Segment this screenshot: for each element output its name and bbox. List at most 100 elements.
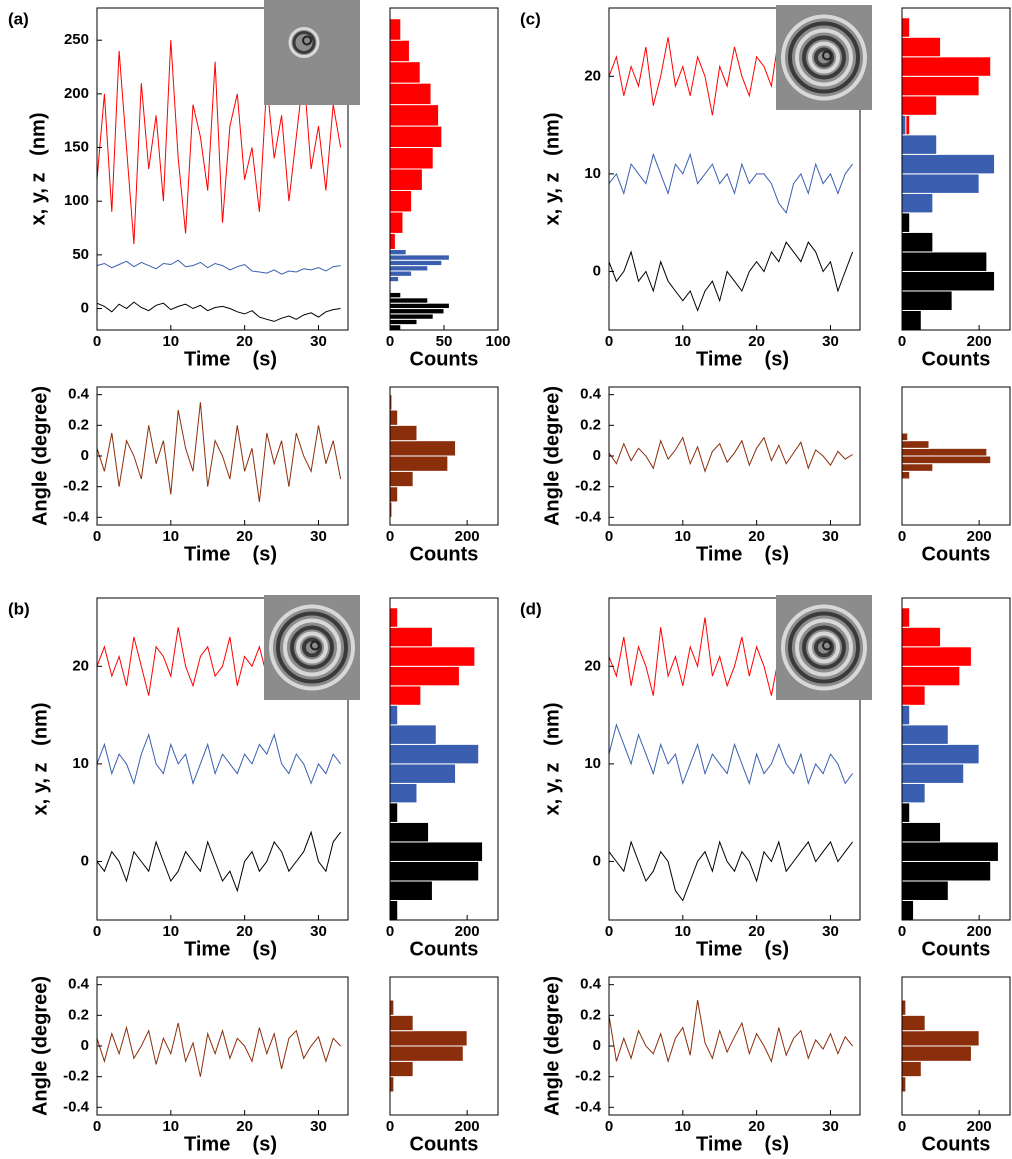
x-axis-label: Counts — [410, 938, 479, 960]
axes-frame — [389, 386, 499, 526]
x-tick-label: 0 — [898, 333, 906, 350]
histogram-bar — [389, 1014, 414, 1032]
x-axis-label: Time (s) — [696, 348, 789, 370]
histogram-bar — [389, 782, 418, 804]
y-tick-label: -0.2 — [63, 478, 89, 495]
histogram-bar — [901, 36, 942, 58]
histogram-bar — [389, 270, 413, 277]
histogram-bar — [389, 254, 450, 261]
histogram-bar — [389, 18, 402, 41]
x-tick-label: 10 — [674, 923, 691, 940]
histogram-bar — [389, 318, 418, 326]
histogram-bar — [901, 440, 930, 449]
panel-label: (d) — [520, 599, 542, 618]
panel-label: (c) — [520, 9, 541, 28]
y-tick-label: 0 — [81, 300, 89, 317]
x-tick-label: 10 — [674, 1118, 691, 1135]
histogram-bar — [389, 147, 434, 170]
histogram-bar — [389, 763, 457, 784]
trace-line — [608, 840, 853, 902]
histogram-bar — [389, 297, 429, 304]
y-tick-label: 0 — [81, 852, 89, 869]
x-tick-label: 0 — [93, 923, 101, 940]
histogram-bar — [901, 95, 938, 116]
x-axis-label: Time (s) — [696, 1133, 789, 1155]
histogram-bar — [389, 409, 399, 426]
trace-line — [96, 301, 341, 322]
y-tick-label: 0 — [81, 1037, 89, 1054]
histogram-bar — [389, 1045, 464, 1062]
x-tick-label: 200 — [455, 923, 480, 940]
y-tick-label: -0.4 — [63, 1098, 90, 1115]
inset-core — [822, 640, 832, 651]
y-tick-label: -0.4 — [575, 1098, 602, 1115]
trace-line — [96, 732, 341, 786]
histogram-bar — [901, 153, 996, 175]
axes-frame — [389, 597, 499, 921]
x-tick-label: 10 — [162, 333, 179, 350]
x-tick-label: 30 — [310, 1118, 327, 1135]
x-tick-label: 200 — [455, 1118, 480, 1135]
y-tick-label: 0.2 — [68, 1006, 89, 1023]
trace-line — [608, 241, 854, 312]
x-tick-label: 20 — [748, 923, 765, 940]
histogram-bar — [389, 424, 418, 442]
trace-line — [96, 402, 342, 503]
histogram-bar — [901, 56, 992, 77]
histogram-bar — [389, 685, 422, 706]
x-axis-label: Time (s) — [184, 348, 277, 370]
histogram-bar — [389, 189, 413, 213]
inset-ring — [808, 631, 840, 664]
axes-frame — [608, 597, 861, 921]
histogram-bar — [389, 724, 437, 745]
y-tick-label: 0.2 — [580, 416, 601, 433]
x-axis-label: Counts — [922, 348, 991, 370]
histogram-bar — [901, 607, 911, 628]
x-tick-label: 0 — [898, 1118, 906, 1135]
axes-frame — [608, 7, 861, 331]
histogram-bar — [389, 1030, 468, 1047]
histogram-bar — [901, 860, 992, 882]
axes-frame — [901, 976, 1011, 1116]
inset-core — [310, 640, 320, 651]
y-tick-label: 0.4 — [68, 976, 90, 993]
histogram-bar — [389, 880, 433, 901]
histogram-bar — [901, 1014, 926, 1032]
x-tick-label: 10 — [674, 333, 691, 350]
x-tick-label: 200 — [967, 528, 992, 545]
inset-ring — [781, 604, 867, 691]
y-axis-label: x, y, z (nm) — [541, 703, 563, 816]
trace-line — [608, 723, 853, 786]
axes-frame — [96, 7, 349, 331]
histogram-bar — [901, 782, 926, 804]
x-tick-label: 20 — [236, 1118, 253, 1135]
histogram-bar — [901, 173, 980, 194]
histogram-bar — [901, 665, 961, 687]
inset-image — [776, 595, 872, 700]
y-tick-label: 0 — [593, 852, 601, 869]
x-tick-label: 30 — [822, 333, 839, 350]
x-axis-label: Counts — [922, 543, 991, 565]
y-tick-label: 10 — [72, 755, 89, 772]
inset-ring — [283, 618, 341, 677]
y-tick-label: 0.2 — [68, 416, 89, 433]
histogram-bar — [901, 251, 988, 272]
y-tick-label: 0.4 — [580, 386, 602, 403]
x-tick-label: 100 — [485, 333, 510, 350]
trace-line — [608, 436, 853, 473]
histogram-bar — [389, 168, 423, 191]
axes-frame — [96, 976, 349, 1116]
histogram-bar — [389, 211, 404, 234]
inset-ring — [814, 637, 834, 658]
inset-core — [302, 35, 312, 46]
inset-ring — [276, 611, 348, 684]
time-trace-plot: 0 10 20 30 -0.4 -0.2 0 0.2 0.4 Time (s) Angle (deg… — [541, 976, 861, 1155]
x-tick-label: 0 — [386, 528, 394, 545]
x-tick-label: 30 — [822, 528, 839, 545]
histogram-bar — [389, 1060, 414, 1078]
panel-label: (a) — [8, 9, 29, 28]
x-tick-label: 0 — [93, 333, 101, 350]
